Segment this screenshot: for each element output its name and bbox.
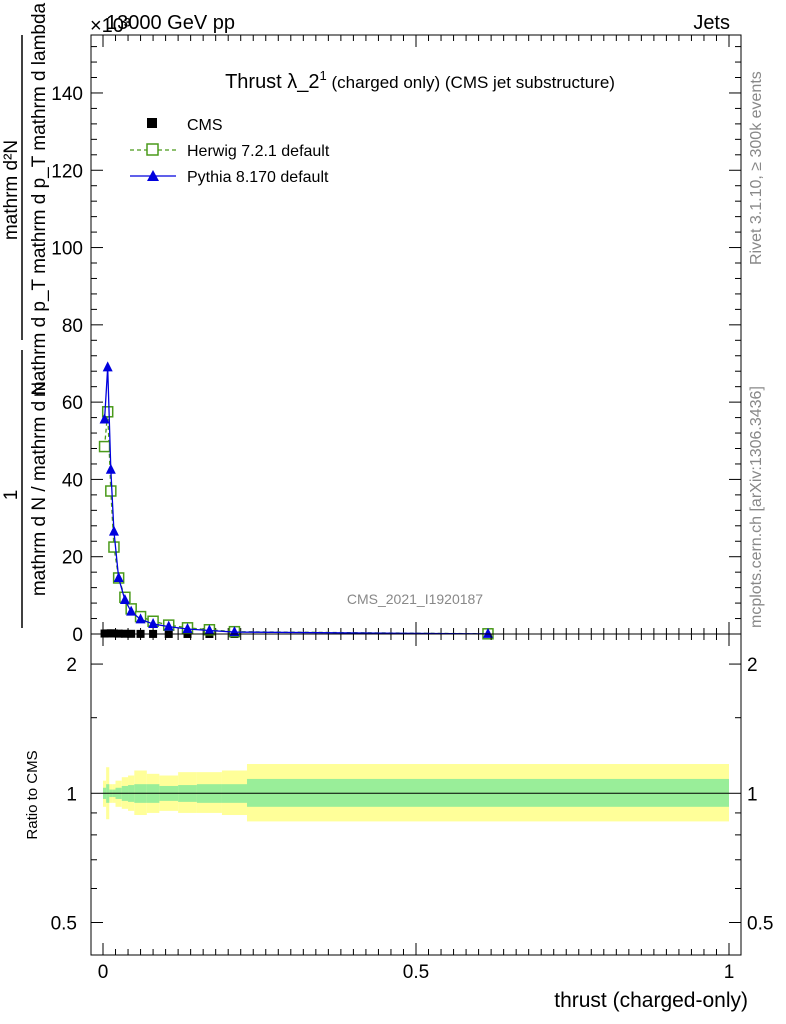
legend: CMS Herwig 7.2.1 default Pythia 8.170 de… <box>130 117 330 186</box>
herwig-data-point <box>105 485 117 497</box>
main-y-tick-label: 120 <box>51 161 83 182</box>
x-tick-label: 0 <box>98 962 109 983</box>
watermark: CMS_2021_I1920187 <box>347 591 483 607</box>
main-y-label: 1 mathrm d N / mathrm d N mathrm d²N mat… <box>1 2 50 628</box>
pythia-data-point <box>99 413 110 424</box>
pythia-data-point <box>113 571 124 582</box>
legend-pythia-label: Pythia 8.170 default <box>187 169 329 186</box>
pythia-data-point <box>135 613 146 624</box>
legend-herwig-label: Herwig 7.2.1 default <box>187 143 330 160</box>
main-y-tick-label: 0 <box>72 625 83 646</box>
herwig-data-point <box>101 406 114 418</box>
ylabel-prefix-den: mathrm d N / mathrm d N <box>29 382 50 596</box>
main-y-tick-label: 20 <box>62 548 83 569</box>
ratio-y-tick-label-right: 0.5 <box>747 913 773 934</box>
ratio-y-tick-label-left: 1 <box>66 784 77 805</box>
ratio-bands <box>103 764 730 822</box>
ylabel-num: mathrm d²N <box>1 140 22 240</box>
pythia-data-point <box>182 622 193 633</box>
main-title: Thrust λ_21 (charged only) (CMS jet subs… <box>225 68 615 93</box>
main-y-tick-label: 140 <box>51 84 83 105</box>
legend-cms-marker <box>147 118 157 128</box>
ratio-plot: 0.5 0.51 12 2 0 0.5 1 Ratio to CMS thrust (ch… <box>24 633 774 1012</box>
pythia-data-point <box>108 525 119 536</box>
pythia-data-point <box>163 620 174 631</box>
main-y-tick-label: 40 <box>62 470 83 491</box>
x-tick-label: 0.5 <box>403 962 429 983</box>
mcplots-label: mcplots.cern.ch [arXiv:1306.3436] <box>748 386 765 628</box>
title-sup: 1 <box>320 68 327 83</box>
rivet-label: Rivet 3.1.10, ≥ 300k events <box>748 71 765 265</box>
cms-data-point <box>109 629 118 638</box>
energy-label: 13000 GeV pp <box>106 12 235 34</box>
legend-cms-label: CMS <box>187 117 223 134</box>
x-axis-label: thrust (charged-only) <box>554 989 748 1012</box>
pythia-data-point <box>148 617 159 628</box>
ratio-x-ticks: 0 0.5 1 <box>98 634 735 983</box>
category-label: Jets <box>693 12 730 34</box>
ratio-y-label: Ratio to CMS <box>24 750 41 839</box>
pythia-data-point <box>126 605 137 616</box>
main-y-ticks: 0 20 40 60 80 100 120 140 <box>51 46 741 646</box>
pythia-data-point <box>119 593 130 604</box>
herwig-data-point <box>98 440 111 453</box>
ylabel-prefix-num: 1 <box>1 490 22 501</box>
x-tick-label: 1 <box>724 962 735 983</box>
ratio-y-tick-label-left: 0.5 <box>51 913 77 934</box>
pythia-data-point <box>482 627 493 638</box>
main-plot: 0 20 40 60 80 100 120 140 CMS_2021_I1920187 Thr… <box>51 34 742 646</box>
main-y-tick-label: 60 <box>62 393 83 414</box>
ratio-y-tick-label-right: 2 <box>747 655 758 676</box>
pythia-data-point <box>102 361 113 372</box>
ylabel-den: mathrm d p_T mathrm d p_T mathrm d lambd… <box>29 2 50 397</box>
title-rest: (charged only) (CMS jet substructure) <box>327 73 615 92</box>
main-y-tick-label: 80 <box>62 316 83 337</box>
legend-herwig-marker <box>146 143 159 156</box>
ratio-y-tick-label-right: 1 <box>747 784 758 805</box>
pythia-data-point <box>204 624 215 635</box>
main-y-tick-label: 100 <box>51 239 83 260</box>
legend-pythia-marker <box>147 170 159 181</box>
ratio-y-tick-label-left: 2 <box>66 655 77 676</box>
title-main: Thrust λ_2 <box>225 71 319 93</box>
ratio-y-ticks: 0.5 0.5 1 1 2 2 <box>51 655 774 934</box>
exponent-label: ×10³ <box>90 15 131 37</box>
herwig-data-point <box>108 541 120 553</box>
pythia-data-point <box>105 463 116 474</box>
